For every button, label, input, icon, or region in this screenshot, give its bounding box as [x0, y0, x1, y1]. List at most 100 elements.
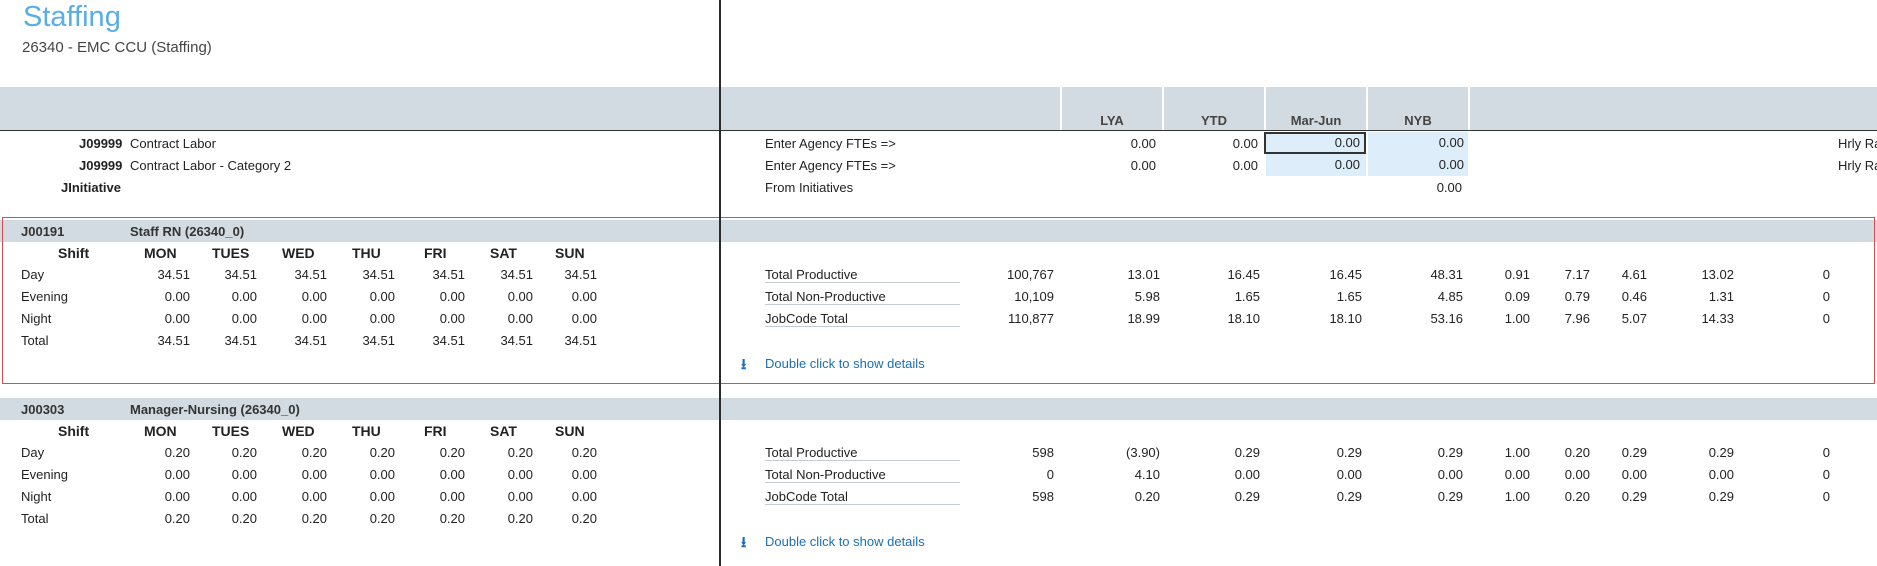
- shift-day-value[interactable]: 0.20: [301, 511, 327, 526]
- shift-day-value[interactable]: 0.00: [231, 489, 257, 504]
- shift-day-value[interactable]: 34.51: [294, 333, 327, 348]
- shift-day-value[interactable]: 0.00: [301, 489, 327, 504]
- summary-label: Total Productive: [765, 445, 960, 461]
- summary-label: Total Non-Productive: [765, 289, 960, 305]
- shift-day-value[interactable]: 0.20: [301, 445, 327, 460]
- shift-day-value[interactable]: 0.20: [231, 511, 257, 526]
- summary-value: 13.01: [1127, 267, 1160, 282]
- day-header-sun: SUN: [555, 245, 585, 261]
- summary-value: 0.20: [1564, 445, 1590, 460]
- shift-day-value[interactable]: 0.00: [369, 467, 395, 482]
- shift-day-value[interactable]: 34.51: [564, 267, 597, 282]
- summary-value: 4.61: [1621, 267, 1647, 282]
- shift-name: Evening: [21, 467, 68, 482]
- shift-day-value[interactable]: 0.00: [571, 311, 597, 326]
- column-header-lya[interactable]: LYA: [1100, 113, 1124, 128]
- summary-value: 0.29: [1234, 489, 1260, 504]
- summary-value: 0: [1822, 467, 1830, 482]
- shift-day-value[interactable]: 0.00: [571, 289, 597, 304]
- shift-day-value[interactable]: 0.00: [369, 311, 395, 326]
- shift-day-value[interactable]: 0.00: [231, 289, 257, 304]
- shift-day-value[interactable]: 0.00: [571, 467, 597, 482]
- nyb-input[interactable]: 0.00: [1368, 154, 1468, 176]
- shift-day-value[interactable]: 0.20: [369, 445, 395, 460]
- hourly-rate-label: Hrly Ra: [1838, 158, 1877, 173]
- summary-value: 0.00: [1504, 467, 1530, 482]
- shift-day-value[interactable]: 0.00: [369, 489, 395, 504]
- nyb-input[interactable]: 0.00: [1368, 132, 1468, 154]
- column-header-nyb[interactable]: NYB: [1404, 113, 1432, 128]
- shift-day-value[interactable]: 0.20: [231, 445, 257, 460]
- mar-jun-input[interactable]: 0.00: [1264, 132, 1366, 154]
- shift-day-value[interactable]: 0.00: [164, 311, 190, 326]
- summary-value: 16.45: [1329, 267, 1362, 282]
- summary-value: 1.65: [1336, 289, 1362, 304]
- shift-day-value[interactable]: 0.00: [439, 467, 465, 482]
- summary-value: 0.29: [1336, 445, 1362, 460]
- column-header-mar-jun[interactable]: Mar-Jun: [1290, 113, 1342, 128]
- shift-day-value[interactable]: 0.20: [571, 445, 597, 460]
- summary-value: 14.33: [1701, 311, 1734, 326]
- summary-value: 18.10: [1227, 311, 1260, 326]
- shift-day-value[interactable]: 0.00: [507, 311, 533, 326]
- shift-day-value[interactable]: 34.51: [362, 333, 395, 348]
- shift-day-value[interactable]: 0.20: [439, 511, 465, 526]
- summary-value: 0.00: [1708, 467, 1734, 482]
- shift-day-value[interactable]: 34.51: [500, 333, 533, 348]
- shift-day-value[interactable]: 0.00: [231, 467, 257, 482]
- shift-day-value[interactable]: 34.51: [224, 267, 257, 282]
- shift-day-value[interactable]: 34.51: [564, 333, 597, 348]
- download-icon[interactable]: ⭳: [741, 534, 747, 551]
- show-details-link[interactable]: Double click to show details: [765, 356, 925, 371]
- shift-day-value[interactable]: 0.20: [507, 445, 533, 460]
- row-code: J09999: [79, 136, 123, 151]
- shift-name: Night: [21, 489, 52, 504]
- shift-day-value[interactable]: 0.00: [571, 489, 597, 504]
- summary-label: Total Productive: [765, 267, 960, 283]
- shift-day-value[interactable]: 34.51: [432, 333, 465, 348]
- shift-day-value[interactable]: 0.20: [571, 511, 597, 526]
- day-header-mon: MON: [144, 245, 177, 261]
- shift-day-value[interactable]: 34.51: [500, 267, 533, 282]
- shift-name: Total: [21, 333, 49, 348]
- shift-day-value[interactable]: 34.51: [362, 267, 395, 282]
- summary-value: 0.29: [1234, 445, 1260, 460]
- shift-day-value[interactable]: 0.00: [231, 311, 257, 326]
- shift-day-value[interactable]: 0.00: [369, 289, 395, 304]
- shift-day-value[interactable]: 0.00: [301, 467, 327, 482]
- shift-day-value[interactable]: 0.00: [164, 489, 190, 504]
- shift-day-value[interactable]: 0.00: [301, 289, 327, 304]
- shift-day-value[interactable]: 34.51: [157, 333, 190, 348]
- shift-day-value[interactable]: 0.00: [439, 489, 465, 504]
- shift-name: Total: [21, 511, 49, 526]
- summary-value: 0.79: [1564, 289, 1590, 304]
- shift-day-value[interactable]: 0.00: [301, 311, 327, 326]
- shift-day-value[interactable]: 0.00: [439, 289, 465, 304]
- shift-day-value[interactable]: 34.51: [432, 267, 465, 282]
- shift-day-value[interactable]: 0.00: [439, 311, 465, 326]
- shift-day-value[interactable]: 34.51: [224, 333, 257, 348]
- summary-value: 0: [1822, 445, 1830, 460]
- shift-day-value[interactable]: 34.51: [294, 267, 327, 282]
- shift-day-value[interactable]: 0.20: [164, 511, 190, 526]
- shift-day-value[interactable]: 34.51: [157, 267, 190, 282]
- show-details-link[interactable]: Double click to show details: [765, 534, 925, 549]
- shift-day-value[interactable]: 0.20: [507, 511, 533, 526]
- column-header-ytd[interactable]: YTD: [1201, 113, 1227, 128]
- shift-day-value[interactable]: 0.00: [507, 467, 533, 482]
- download-icon[interactable]: ⭳: [741, 356, 747, 373]
- shift-day-value[interactable]: 0.00: [164, 467, 190, 482]
- pane-divider: [719, 0, 721, 566]
- shift-day-value[interactable]: 0.00: [164, 289, 190, 304]
- shift-day-value[interactable]: 0.00: [507, 489, 533, 504]
- mar-jun-input[interactable]: 0.00: [1266, 154, 1366, 176]
- shift-day-value[interactable]: 0.20: [369, 511, 395, 526]
- shift-day-value[interactable]: 0.20: [439, 445, 465, 460]
- row-code: J09999: [79, 158, 123, 173]
- summary-value: 7.96: [1564, 311, 1590, 326]
- shift-day-value[interactable]: 0.20: [164, 445, 190, 460]
- shift-day-value[interactable]: 0.00: [507, 289, 533, 304]
- day-header-wed: WED: [282, 245, 315, 261]
- summary-value: 10,109: [1014, 289, 1054, 304]
- summary-value: 1.00: [1504, 311, 1530, 326]
